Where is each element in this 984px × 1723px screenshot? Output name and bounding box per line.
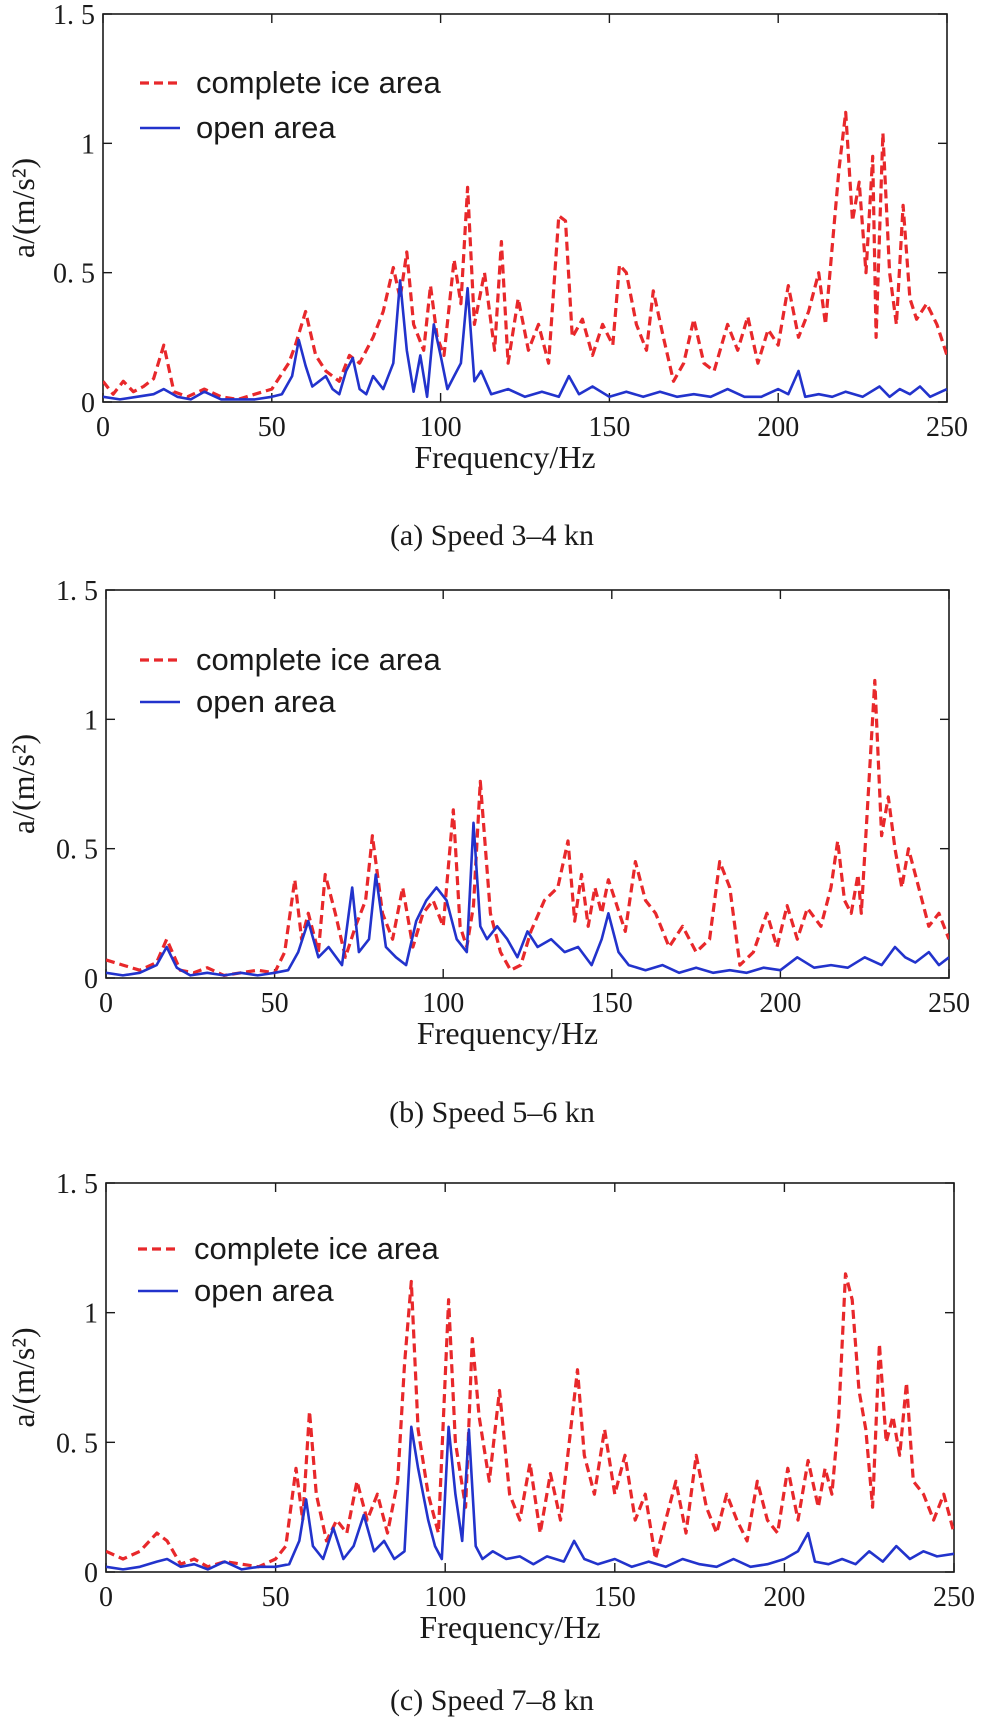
y-tick-label: 1 [84, 705, 98, 736]
x-tick-label: 150 [594, 1582, 636, 1613]
series-line-open-area [106, 821, 949, 977]
y-axis-label: a/(m/s²) [5, 158, 41, 258]
figure-caption: (c) Speed 7–8 kn [390, 1684, 594, 1717]
series-line-complete-ice-area [103, 110, 947, 401]
x-axis-label: Frequency/Hz [417, 1015, 598, 1051]
y-tick-label: 0 [81, 388, 95, 419]
x-tick-label: 150 [588, 412, 630, 443]
chart-panel-2: 0 50 100 150 200 250 0 0. 5 1 1. 5 Frequency/Hz a/(… [5, 576, 970, 1129]
x-tick-label: 0 [99, 1582, 113, 1613]
y-tick-label: 0. 5 [56, 1428, 98, 1459]
x-tick-label: 100 [420, 412, 462, 443]
y-tick-label: 1 [84, 1299, 98, 1330]
x-axis-label: Frequency/Hz [419, 1609, 600, 1645]
y-axis-label: a/(m/s²) [5, 1327, 41, 1427]
plot-frame [102, 13, 948, 403]
series-line-open-area [103, 279, 947, 401]
x-tick-label: 200 [763, 1582, 805, 1613]
figure-caption: (a) Speed 3–4 kn [390, 519, 594, 552]
x-tick-label: 250 [926, 412, 968, 443]
chart-panel-3: 0 50 100 150 200 250 0 0. 5 1 1. 5 Frequency/Hz a/(… [5, 1169, 975, 1717]
x-tick-label: 150 [591, 988, 633, 1019]
x-tick-label: 200 [759, 988, 801, 1019]
plot-frame [105, 589, 950, 979]
x-tick-label: 50 [262, 1582, 290, 1613]
y-tick-label: 0. 5 [53, 259, 95, 290]
x-tick-label: 50 [258, 412, 286, 443]
figure-caption: (b) Speed 5–6 kn [389, 1096, 595, 1129]
chart-panel-1: 0 50 100 150 200 250 0 0. 5 1 1. 5 Frequency/Hz a/(… [5, 0, 968, 552]
y-tick-label: 1. 5 [56, 576, 98, 607]
y-axis-label: a/(m/s²) [5, 734, 41, 834]
legend-label: open area [196, 684, 336, 719]
x-tick-label: 0 [99, 988, 113, 1019]
y-tick-label: 1. 5 [56, 1169, 98, 1200]
legend-label: complete ice area [194, 1231, 439, 1266]
plot-frame [105, 1182, 955, 1573]
y-tick-label: 0. 5 [56, 835, 98, 866]
x-tick-label: 0 [96, 412, 110, 443]
x-tick-label: 100 [422, 988, 464, 1019]
series-line-open-area [106, 1425, 954, 1571]
y-tick-label: 0 [84, 964, 98, 995]
y-tick-label: 0 [84, 1558, 98, 1589]
x-tick-label: 250 [933, 1582, 975, 1613]
x-tick-label: 100 [424, 1582, 466, 1613]
y-tick-label: 1 [81, 129, 95, 160]
y-tick-label: 1. 5 [53, 0, 95, 31]
x-tick-label: 250 [928, 988, 970, 1019]
legend-label: open area [196, 110, 336, 145]
legend-label: complete ice area [196, 65, 441, 100]
x-tick-label: 50 [261, 988, 289, 1019]
series-line-complete-ice-area [106, 1272, 954, 1569]
legend-label: complete ice area [196, 642, 441, 677]
legend-label: open area [194, 1273, 334, 1308]
x-axis-label: Frequency/Hz [414, 439, 595, 475]
x-tick-label: 200 [757, 412, 799, 443]
